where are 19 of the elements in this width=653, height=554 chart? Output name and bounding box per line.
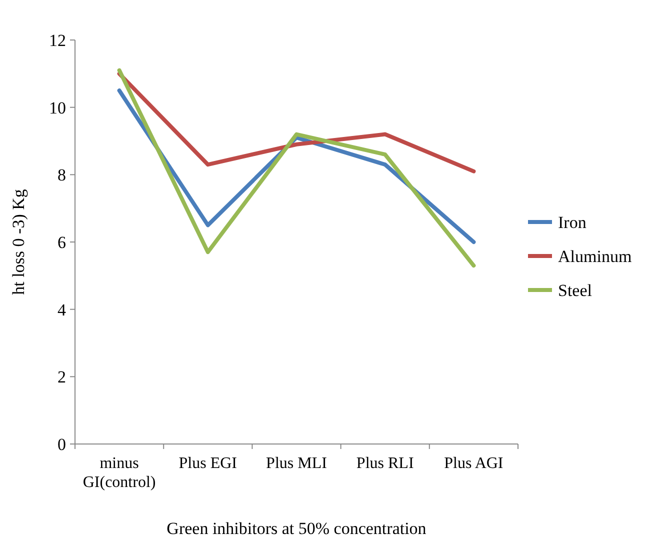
x-tick-label: Plus MLI: [266, 455, 327, 472]
y-tick-label: 10: [49, 98, 66, 118]
x-tick-label: Plus AGI: [444, 455, 504, 472]
legend-label: Iron: [558, 212, 587, 232]
y-tick-label: 2: [58, 368, 66, 387]
x-tick-label: Plus RLI: [356, 455, 414, 472]
y-tick-label: 6: [58, 232, 66, 252]
line-series: [117, 72, 476, 174]
y-axis-title: ht loss 0 -3) Kg: [9, 188, 28, 295]
x-axis-title: Green inhibitors at 50% concentration: [166, 519, 427, 538]
y-tick-label: 12: [49, 30, 66, 50]
legend-label: Aluminum: [558, 246, 632, 266]
y-tick-label: 0: [58, 434, 66, 454]
x-tick-label: Plus EGI: [178, 455, 238, 472]
line-series: [117, 68, 476, 268]
y-tick-label: 4: [58, 300, 66, 320]
legend-label: Steel: [558, 280, 592, 300]
x-tick-label: minus GI(control): [82, 455, 156, 491]
y-tick-label: 8: [58, 166, 66, 185]
